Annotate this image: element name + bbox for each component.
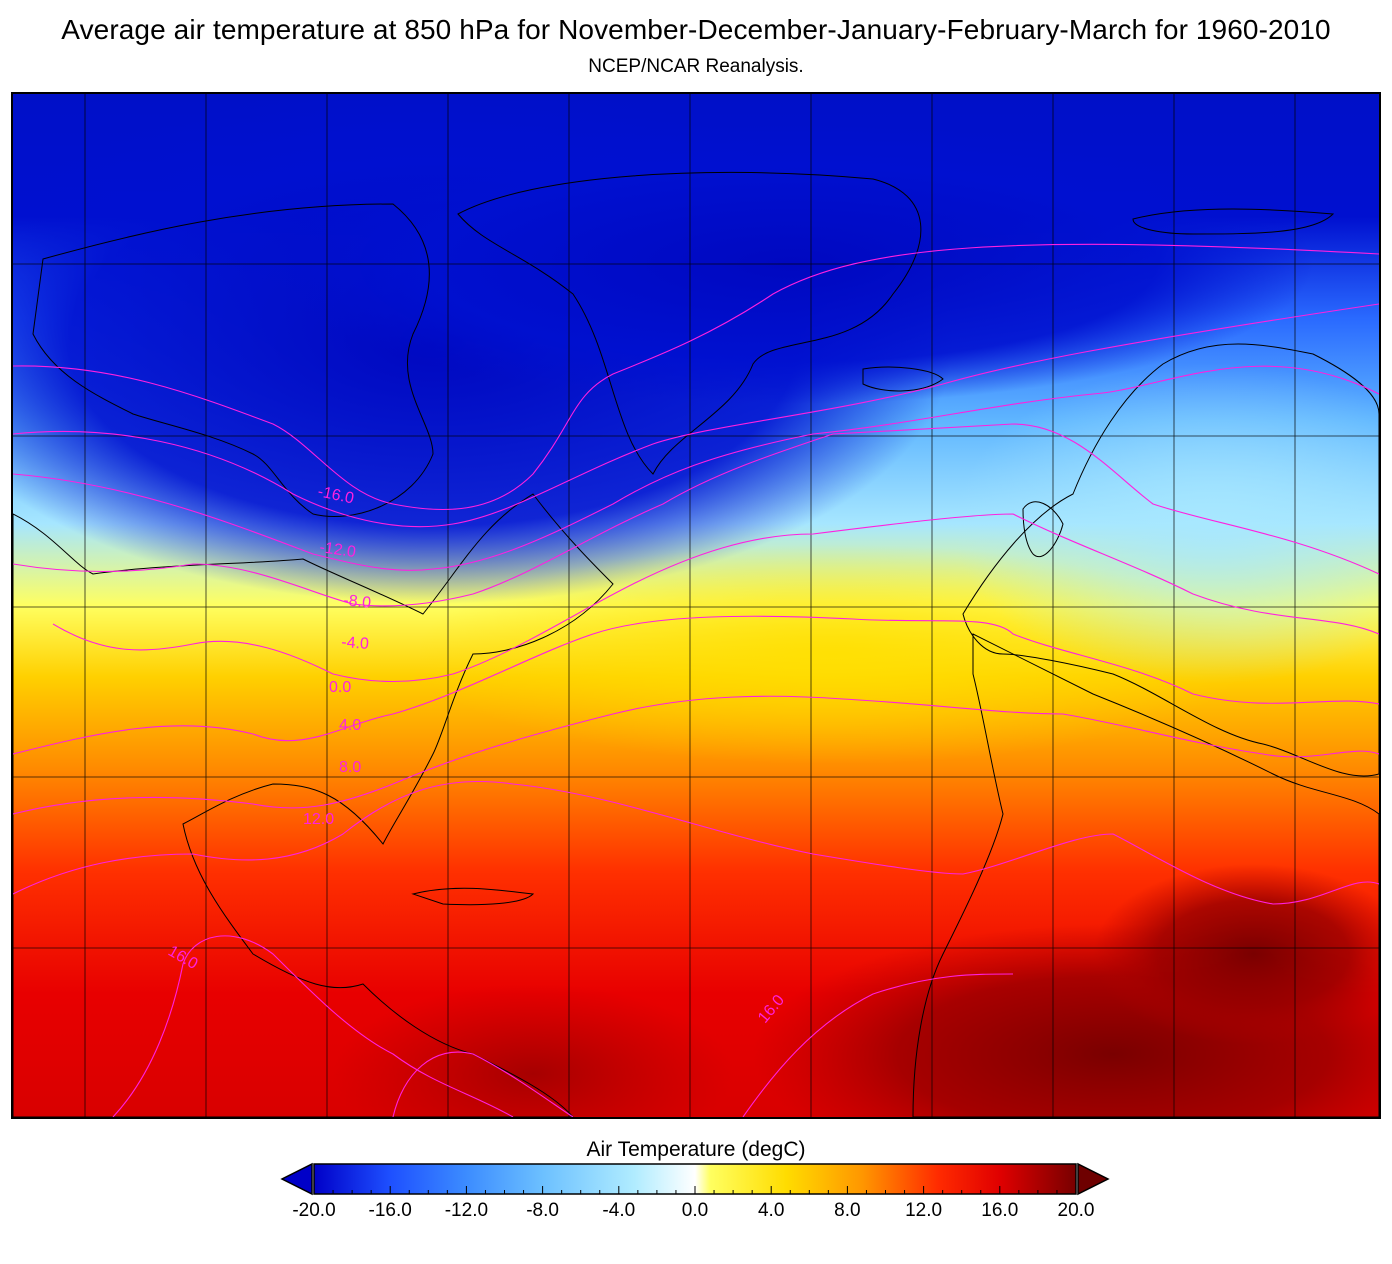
colorbar-tick-label: -20.0 xyxy=(292,1200,336,1221)
map-title: Average air temperature at 850 hPa for N… xyxy=(61,14,1331,45)
contour-label: 12.0 xyxy=(303,811,334,828)
colorbar-tick-label: 4.0 xyxy=(757,1200,785,1221)
colorbar-tick-label: 12.0 xyxy=(905,1200,943,1221)
colorbar-title: Air Temperature (degC) xyxy=(586,1138,806,1161)
colorbar-tick-label: -16.0 xyxy=(368,1200,412,1221)
contour-label: 4.0 xyxy=(339,717,361,734)
map-canvas: -16.0 -12.0 -8.0 -4.0 0.0 4.0 8.0 12.0 1… xyxy=(13,94,1379,1117)
colorbar-over-arrow xyxy=(1077,1162,1110,1196)
isotherms xyxy=(13,243,1379,1117)
colorbar-tick-label: 20.0 xyxy=(1057,1200,1095,1221)
colorbar-tick-label: -12.0 xyxy=(444,1200,489,1221)
contour-label: -12.0 xyxy=(318,539,357,561)
colorbar-tick-label: -4.0 xyxy=(602,1200,636,1221)
colorbar-tick-label: -8.0 xyxy=(526,1200,559,1221)
colorbar-tick-label: 16.0 xyxy=(981,1200,1019,1221)
map-subtitle: NCEP/NCAR Reanalysis. xyxy=(588,56,804,77)
colorbar-tick-label: 0.0 xyxy=(681,1200,709,1221)
colorbar-under-arrow xyxy=(280,1162,313,1196)
graticule xyxy=(13,94,1379,1117)
contour-label: 8.0 xyxy=(339,759,361,776)
colorbar: -20.0 -16.0 -12.0 -8.0 -4.0 0.0 4.0 8.0 12.0 16.0… xyxy=(280,1160,1112,1260)
contour-label: -4.0 xyxy=(341,634,370,653)
colorbar-svg xyxy=(280,1162,1110,1196)
contour-label: -8.0 xyxy=(343,592,372,612)
colorbar-tick-label: 8.0 xyxy=(834,1200,861,1221)
temperature-map: -16.0 -12.0 -8.0 -4.0 0.0 4.0 8.0 12.0 1… xyxy=(11,92,1381,1119)
contour-label: 0.0 xyxy=(329,679,351,696)
coastlines xyxy=(13,171,1379,1117)
